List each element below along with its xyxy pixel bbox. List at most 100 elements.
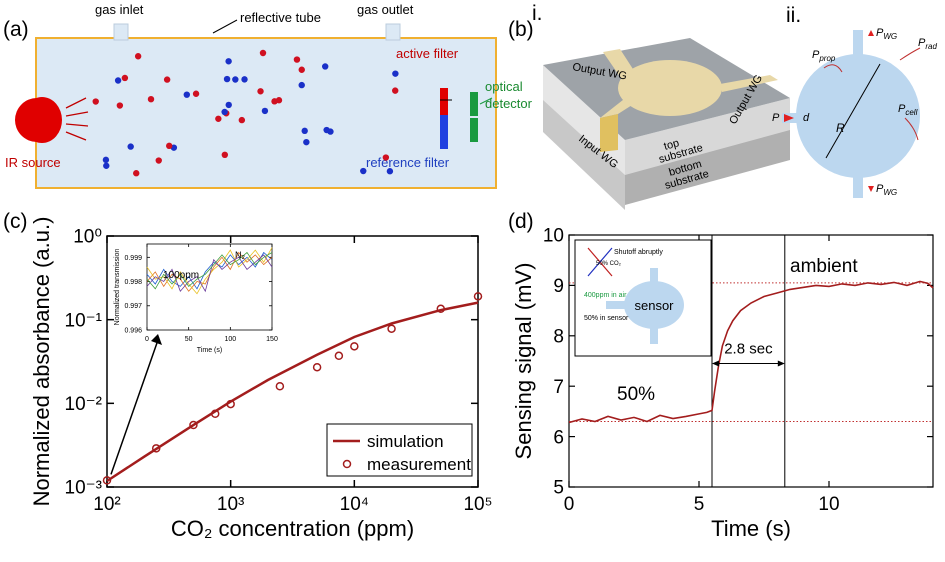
molecule	[261, 107, 269, 115]
molecule	[225, 101, 232, 109]
molecule	[192, 90, 200, 97]
marker	[226, 399, 235, 409]
annotation: N₂	[235, 250, 245, 260]
label: top	[663, 137, 681, 153]
diagram-a: gas inlet reflective tube gas outlet act…	[5, 2, 533, 189]
marker	[210, 409, 220, 419]
line	[146, 254, 273, 293]
molecule	[116, 102, 124, 109]
marker	[350, 342, 359, 351]
marker	[312, 362, 322, 372]
panel-label: (a)	[3, 18, 29, 41]
x-tick-label: 10³	[217, 494, 244, 515]
y-tick-label: 0.997	[124, 303, 142, 310]
molecule	[392, 70, 399, 77]
molecule	[155, 157, 162, 164]
x-tick-label: 10⁴	[340, 494, 369, 515]
annotation-arrow	[110, 339, 159, 475]
inset-label: 400ppm in air	[584, 292, 627, 299]
x-axis-label: Time (s)	[711, 516, 791, 541]
waveguide	[720, 75, 778, 92]
inset-label: 50% CO₂	[596, 261, 622, 267]
chart: 0 50 100 150 0.996 0.997 0.998 0.999 Time (s) Nor…	[114, 243, 278, 354]
molecule	[92, 98, 99, 105]
molecule	[392, 87, 399, 94]
arrow	[899, 47, 921, 61]
molecule	[241, 76, 248, 83]
y-tick-label: 10⁻³	[65, 478, 103, 499]
x-tick-label: 10⁵	[463, 494, 492, 515]
label: PWG	[876, 183, 897, 197]
detector	[470, 92, 478, 116]
label: P	[772, 112, 780, 124]
pointer	[212, 19, 238, 34]
molecule	[259, 49, 267, 57]
marker	[436, 304, 446, 314]
y-tick-label: 0.996	[124, 327, 142, 334]
waveguide	[650, 268, 658, 284]
inset-label: Shutoff abruptly	[614, 249, 663, 256]
panel-label: (d)	[508, 210, 534, 233]
waveguide	[606, 301, 626, 309]
ir-rays	[65, 97, 89, 141]
label: optical	[485, 79, 523, 94]
marker	[387, 324, 396, 333]
molecule	[303, 138, 310, 146]
molecule	[215, 115, 222, 122]
molecule	[127, 143, 134, 150]
molecule	[114, 77, 122, 84]
x-tick-label: 50	[185, 336, 193, 343]
resonator	[796, 54, 920, 178]
molecule	[232, 76, 239, 83]
y-tick-label: 6	[553, 427, 564, 448]
molecule	[321, 63, 329, 70]
label: Pcell	[898, 103, 918, 117]
x-tick-label: 0	[564, 494, 575, 515]
molecule	[386, 168, 394, 175]
cross	[587, 247, 613, 277]
top-substrate	[625, 98, 790, 175]
molecule	[183, 91, 191, 98]
label: reference filter	[366, 155, 450, 170]
marker	[334, 351, 344, 361]
y-tick-label: 10	[543, 226, 564, 247]
waveguide	[603, 49, 640, 84]
marker	[102, 476, 112, 485]
y-tick-label: 7	[553, 377, 564, 398]
y-tick-label: 0.999	[124, 255, 142, 262]
y-tick-label: 10⁻¹	[65, 310, 103, 331]
molecule	[301, 127, 308, 135]
marker	[473, 292, 483, 301]
label: Prad	[918, 37, 937, 51]
molecule	[102, 156, 110, 164]
molecule	[121, 74, 129, 82]
label: gas inlet	[95, 2, 144, 17]
sensor	[624, 281, 684, 329]
molecule	[221, 151, 229, 159]
x-tick-label: 10	[818, 494, 839, 515]
diagram-b-i: i. Output WG Output WG Input WG top subs…	[532, 2, 790, 210]
label: PWG	[876, 27, 897, 41]
radius	[825, 63, 881, 159]
annotation: 50%	[617, 384, 655, 405]
pointer	[479, 97, 493, 105]
inset-label: 50% in sensor	[584, 315, 629, 322]
molecule	[298, 66, 305, 73]
y-tick-label: 8	[553, 326, 564, 347]
molecule	[103, 162, 110, 169]
label: reflective tube	[240, 10, 321, 25]
arrow	[823, 64, 843, 73]
legend-label: simulation	[367, 432, 444, 451]
molecule	[225, 58, 232, 65]
molecule	[147, 95, 155, 103]
annotation: 100ppm	[163, 270, 199, 281]
legend-label: measurement	[367, 455, 471, 474]
arrowhead	[777, 360, 785, 367]
panel-label: (b)	[508, 18, 534, 41]
molecule	[223, 75, 231, 83]
arrowhead	[712, 360, 719, 367]
label: R	[836, 121, 845, 135]
marker	[189, 420, 198, 430]
x-axis-label: Time (s)	[197, 347, 222, 354]
